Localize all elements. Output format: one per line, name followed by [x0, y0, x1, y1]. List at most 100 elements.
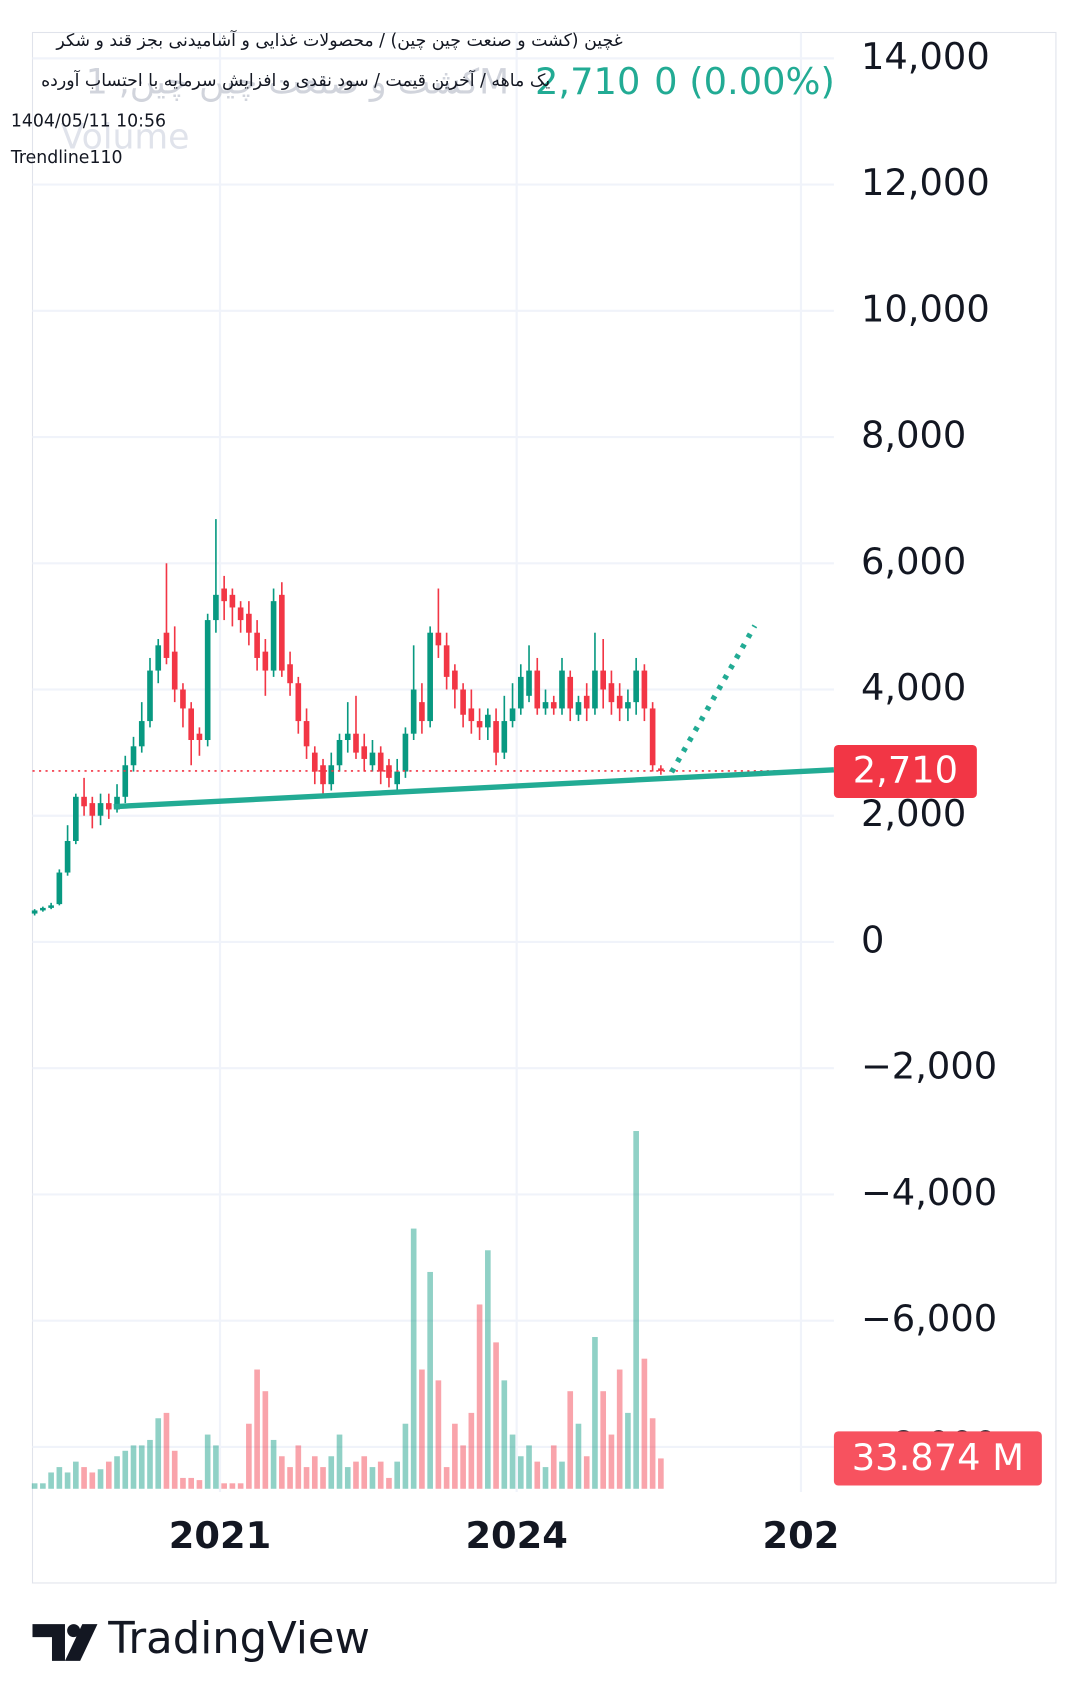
volume-bar: [40, 1483, 46, 1489]
y-tick-label: 10,000: [861, 287, 990, 330]
volume-bar: [641, 1358, 648, 1489]
y-tick-label: 14,000: [861, 35, 990, 78]
volume-bar: [171, 1450, 178, 1489]
candle-body: [171, 651, 178, 690]
candle-body: [229, 594, 236, 608]
candle-body: [64, 840, 71, 873]
y-tick-label: 2,000: [861, 792, 966, 835]
volume-bar: [229, 1483, 236, 1489]
last-price-box: [833, 744, 977, 798]
candle-body: [180, 689, 186, 709]
candle-body: [328, 765, 335, 785]
candle-body: [246, 613, 252, 633]
volume-bar: [138, 1445, 145, 1489]
candle-body: [501, 721, 508, 753]
volume-bar: [559, 1461, 565, 1489]
candle-body: [583, 695, 590, 709]
candle-body: [427, 632, 433, 722]
volume-bar: [493, 1342, 499, 1489]
candle-body: [48, 905, 54, 908]
candle-body: [485, 714, 491, 728]
candle-body: [600, 670, 607, 690]
volume-bar: [56, 1467, 63, 1489]
x-tick-label: 202: [763, 1514, 840, 1557]
volume-bar: [48, 1472, 54, 1489]
candle-body: [509, 708, 516, 722]
candle-body: [320, 765, 326, 785]
volume-bar: [73, 1461, 79, 1489]
candle-body: [608, 683, 615, 703]
y-tick-label: 8,000: [861, 414, 966, 457]
volume-bar: [188, 1477, 195, 1489]
y-tick-label: 4,000: [861, 666, 966, 709]
candle-body: [56, 872, 63, 905]
volume-bar: [501, 1380, 508, 1489]
candle-body: [476, 721, 483, 728]
candle-body: [295, 683, 302, 722]
volume-bar: [262, 1391, 269, 1489]
volume-bar: [476, 1304, 483, 1489]
candle-body: [419, 702, 425, 722]
candle-body: [633, 670, 639, 703]
volume-bar: [377, 1461, 384, 1489]
candle-body: [452, 670, 458, 690]
candle-body: [155, 645, 162, 671]
candle-body: [196, 733, 203, 741]
candle-body: [311, 752, 318, 772]
volume-bar: [270, 1439, 277, 1489]
volume-bar: [410, 1228, 417, 1489]
candle-body: [567, 676, 574, 709]
volume-bar: [517, 1456, 524, 1489]
volume-bar: [534, 1461, 541, 1489]
candle-body: [114, 796, 120, 810]
y-tick-label: 0: [861, 918, 884, 961]
candle-body: [270, 601, 277, 671]
candle-body: [435, 632, 442, 646]
x-tick-label: 2021: [169, 1514, 271, 1557]
candle-body: [526, 670, 532, 696]
volume-bar: [287, 1467, 293, 1489]
candle-body: [410, 689, 417, 734]
volume-bar: [386, 1477, 392, 1489]
volume-bar: [254, 1369, 260, 1489]
volume-bar: [419, 1369, 425, 1489]
volume-bar: [600, 1391, 607, 1489]
candle-body: [443, 645, 450, 677]
volume-bar: [583, 1456, 590, 1489]
candle-body: [460, 689, 466, 715]
candle-body: [616, 695, 623, 709]
header-date: 1404/05/11 10:56: [11, 111, 166, 131]
volume-bar: [402, 1423, 409, 1489]
volume-bar: [649, 1418, 656, 1489]
last-price-label: 2,710: [853, 749, 958, 792]
volume-bar: [155, 1418, 162, 1489]
volume-bar: [575, 1423, 582, 1489]
header-title: غچین (کشت و صنعت چین چین) / محصولات غذای…: [55, 29, 622, 51]
volume-bar: [221, 1483, 227, 1489]
volume-bar: [427, 1271, 433, 1489]
volume-bar: [394, 1461, 401, 1489]
candle-body: [361, 746, 368, 759]
candle-body: [625, 702, 631, 709]
legend-price: 2,710: [535, 60, 640, 103]
candle-body: [517, 676, 524, 709]
candle-body: [287, 664, 293, 684]
candle-body: [402, 733, 409, 772]
volume-bar: [237, 1483, 244, 1489]
volume-bar: [542, 1467, 549, 1489]
volume-bar: [485, 1250, 491, 1489]
candle-body: [81, 796, 87, 807]
candle-body: [89, 803, 96, 816]
volume-bar: [592, 1336, 598, 1489]
candle-body: [213, 594, 219, 621]
candle-body: [369, 752, 376, 766]
candle-body: [254, 632, 260, 658]
candle-body: [303, 721, 310, 747]
y-tick-label: −4,000: [861, 1171, 997, 1214]
volume-bar: [279, 1456, 285, 1489]
candle-body: [353, 733, 359, 753]
candle-body: [649, 708, 656, 766]
volume-bar: [625, 1412, 631, 1489]
candle-body: [468, 708, 475, 722]
